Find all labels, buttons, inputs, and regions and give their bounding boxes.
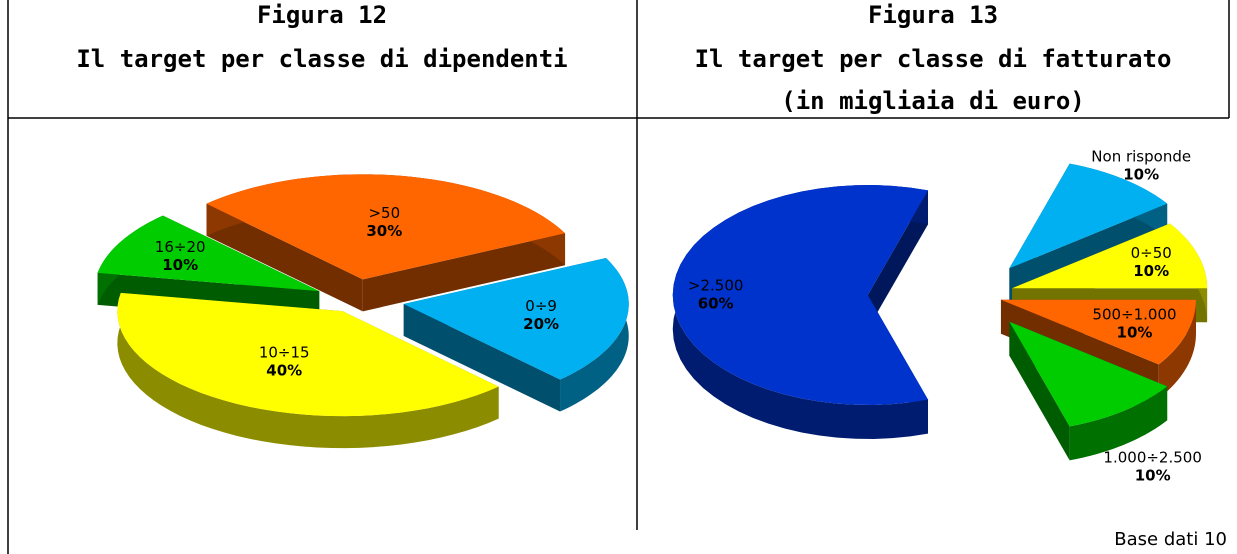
slice: [117, 292, 499, 417]
slice-value-label: 30%: [366, 222, 402, 240]
chart-title: Il target per classe di fatturato: [695, 45, 1172, 73]
figure-number: Figura 12: [257, 1, 387, 29]
slice-label: Non risponde: [1091, 147, 1191, 165]
slice-label: >50: [368, 204, 400, 222]
slice-value-label: 10%: [1135, 466, 1171, 484]
slice-label: 0÷50: [1131, 244, 1172, 262]
slice-value-label: 40%: [266, 362, 302, 380]
slice: [1009, 321, 1168, 427]
slice-value-label: 10%: [1123, 165, 1159, 183]
slice: [97, 215, 320, 292]
chart-title: Il target per classe di dipendenti: [76, 45, 567, 73]
slice: [672, 185, 929, 405]
slice-label: 10÷15: [259, 344, 310, 362]
slice-value-label: 10%: [1117, 324, 1153, 342]
slice: [206, 174, 566, 280]
slice-value-label: 10%: [1133, 262, 1169, 280]
slice-label: 16÷20: [155, 238, 206, 256]
slice-value-label: 60%: [698, 295, 734, 313]
slice: [403, 257, 629, 380]
chart-subtitle: (in migliaia di euro): [781, 87, 1084, 115]
slice: [1012, 223, 1208, 289]
slice: [1000, 299, 1196, 365]
slice-label: >2.500: [688, 277, 744, 295]
footer-note: Base dati 10: [1114, 529, 1227, 550]
slice-side: [560, 257, 629, 412]
slice-side: [867, 190, 929, 329]
slice-label: 0÷9: [525, 297, 557, 315]
slice-side: [1158, 299, 1196, 399]
slice-side: [206, 203, 363, 312]
slice-side: [117, 292, 499, 449]
slice-value-label: 10%: [162, 256, 198, 274]
slice-side: [1009, 321, 1070, 461]
slice-value-label: 20%: [523, 315, 559, 333]
slice-side: [1069, 386, 1168, 461]
slice-side: [362, 233, 566, 312]
slice-label: 1.000÷2.500: [1103, 448, 1201, 466]
figure-number: Figura 13: [868, 1, 998, 29]
slice-side: [403, 304, 561, 412]
slice-label: 500÷1.000: [1092, 306, 1176, 324]
slice: [1009, 163, 1168, 269]
